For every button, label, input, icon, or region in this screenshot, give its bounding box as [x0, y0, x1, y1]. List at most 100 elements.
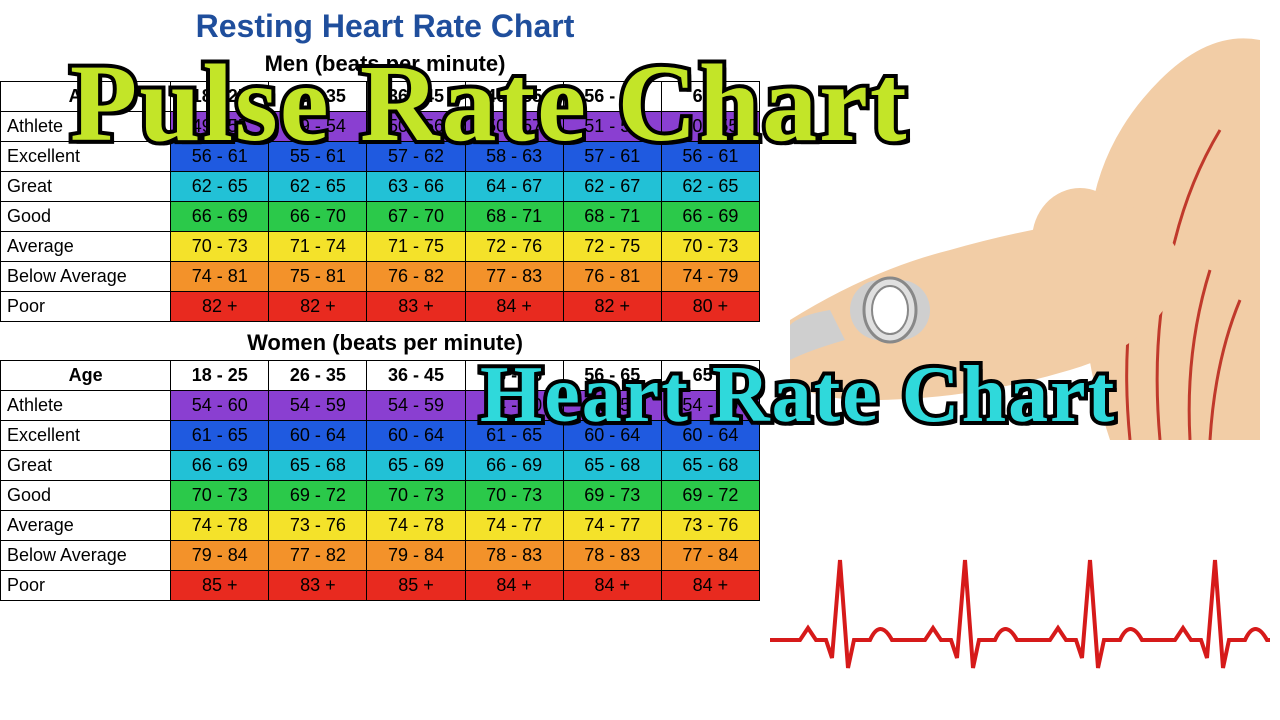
- rate-cell: 84 +: [661, 571, 759, 601]
- table-row: Poor82 +82 +83 +84 +82 +80 +: [1, 292, 760, 322]
- rate-cell: 69 - 72: [269, 481, 367, 511]
- rate-cell: 78 - 83: [563, 541, 661, 571]
- rate-cell: 51 - 56: [563, 112, 661, 142]
- rate-cell: 70 - 73: [171, 232, 269, 262]
- rate-cell: 50 - 56: [367, 112, 465, 142]
- rate-cell: 61 - 65: [171, 421, 269, 451]
- rate-cell: 84 +: [465, 292, 563, 322]
- rate-cell: 79 - 84: [171, 541, 269, 571]
- chart-panel: Resting Heart Rate Chart Men (beats per …: [0, 0, 770, 720]
- rate-cell: 56 - 61: [661, 142, 759, 172]
- rate-cell: 56 - 61: [171, 142, 269, 172]
- rate-cell: 62 - 65: [661, 172, 759, 202]
- rate-cell: 62 - 65: [269, 172, 367, 202]
- rate-cell: 50 - 55: [661, 112, 759, 142]
- table-row: Below Average74 - 8175 - 8176 - 8277 - 8…: [1, 262, 760, 292]
- rate-cell: 82 +: [171, 292, 269, 322]
- row-label: Great: [1, 172, 171, 202]
- rate-cell: 84 +: [465, 571, 563, 601]
- age-column-header: 46 - 55: [465, 82, 563, 112]
- rate-cell: 64 - 67: [465, 172, 563, 202]
- age-column-header: 65 +: [661, 82, 759, 112]
- age-column-header: 18 - 25: [171, 82, 269, 112]
- wrist-pulse-illustration: [790, 20, 1260, 440]
- rate-cell: 66 - 69: [171, 451, 269, 481]
- rate-cell: 74 - 81: [171, 262, 269, 292]
- table-row: Poor85 +83 +85 +84 +84 +84 +: [1, 571, 760, 601]
- women-subtitle: Women (beats per minute): [0, 330, 770, 356]
- row-label: Good: [1, 481, 171, 511]
- row-label: Athlete: [1, 112, 171, 142]
- rate-cell: 70 - 73: [367, 481, 465, 511]
- rate-cell: 58 - 63: [465, 142, 563, 172]
- age-column-header: 56 - 65: [563, 361, 661, 391]
- rate-cell: 76 - 82: [367, 262, 465, 292]
- row-label: Poor: [1, 571, 171, 601]
- rate-cell: 60 - 64: [661, 421, 759, 451]
- rate-cell: 71 - 74: [269, 232, 367, 262]
- rate-cell: 78 - 83: [465, 541, 563, 571]
- rate-cell: 82 +: [269, 292, 367, 322]
- rate-cell: 65 - 68: [563, 451, 661, 481]
- age-header: Age: [1, 82, 171, 112]
- rate-cell: 70 - 73: [661, 232, 759, 262]
- table-row: Athlete49 - 5549 - 5450 - 5650 - 5751 - …: [1, 112, 760, 142]
- table-row: Great66 - 6965 - 6865 - 6966 - 6965 - 68…: [1, 451, 760, 481]
- rate-cell: 65 - 68: [661, 451, 759, 481]
- rate-cell: 77 - 83: [465, 262, 563, 292]
- rate-cell: 60 - 64: [269, 421, 367, 451]
- rate-cell: 67 - 70: [367, 202, 465, 232]
- rate-cell: 60 - 64: [563, 421, 661, 451]
- age-column-header: 26 - 35: [269, 361, 367, 391]
- rate-cell: 83 +: [269, 571, 367, 601]
- rate-cell: 54 - 60: [171, 391, 269, 421]
- rate-cell: 54 - 60: [465, 391, 563, 421]
- rate-cell: 77 - 82: [269, 541, 367, 571]
- men-subtitle: Men (beats per minute): [0, 51, 770, 77]
- rate-cell: 83 +: [367, 292, 465, 322]
- rate-cell: 65 - 69: [367, 451, 465, 481]
- rate-cell: 74 - 78: [171, 511, 269, 541]
- rate-cell: 57 - 61: [563, 142, 661, 172]
- table-row: Average74 - 7873 - 7674 - 7874 - 7774 - …: [1, 511, 760, 541]
- rate-cell: 79 - 84: [367, 541, 465, 571]
- rate-cell: 65 - 68: [269, 451, 367, 481]
- row-label: Average: [1, 232, 171, 262]
- rate-cell: 69 - 73: [563, 481, 661, 511]
- table-row: Excellent56 - 6155 - 6157 - 6258 - 6357 …: [1, 142, 760, 172]
- age-header: Age: [1, 361, 171, 391]
- age-column-header: 65 +: [661, 361, 759, 391]
- rate-cell: 68 - 71: [563, 202, 661, 232]
- table-row: Average70 - 7371 - 7471 - 7572 - 7672 - …: [1, 232, 760, 262]
- rate-cell: 82 +: [563, 292, 661, 322]
- rate-cell: 74 - 77: [563, 511, 661, 541]
- rate-cell: 62 - 67: [563, 172, 661, 202]
- table-row: Below Average79 - 8477 - 8279 - 8478 - 8…: [1, 541, 760, 571]
- rate-cell: 49 - 55: [171, 112, 269, 142]
- rate-cell: 69 - 72: [661, 481, 759, 511]
- rate-cell: 72 - 76: [465, 232, 563, 262]
- rate-cell: 57 - 62: [367, 142, 465, 172]
- rate-cell: 72 - 75: [563, 232, 661, 262]
- rate-cell: 49 - 54: [269, 112, 367, 142]
- rate-cell: 73 - 76: [661, 511, 759, 541]
- rate-cell: 76 - 81: [563, 262, 661, 292]
- rate-cell: 63 - 66: [367, 172, 465, 202]
- age-column-header: 46 - 55: [465, 361, 563, 391]
- rate-cell: 50 - 57: [465, 112, 563, 142]
- rate-cell: 74 - 77: [465, 511, 563, 541]
- age-column-header: 36 - 45: [367, 82, 465, 112]
- row-label: Below Average: [1, 541, 171, 571]
- rate-cell: 55 - 61: [269, 142, 367, 172]
- age-column-header: 56 - 65: [563, 82, 661, 112]
- row-label: Good: [1, 202, 171, 232]
- row-label: Below Average: [1, 262, 171, 292]
- chart-main-title: Resting Heart Rate Chart: [0, 8, 770, 45]
- rate-cell: 54 - 59: [563, 391, 661, 421]
- rate-cell: 71 - 75: [367, 232, 465, 262]
- rate-cell: 74 - 78: [367, 511, 465, 541]
- rate-cell: 66 - 70: [269, 202, 367, 232]
- rate-cell: 80 +: [661, 292, 759, 322]
- women-table: Age18 - 2526 - 3536 - 4546 - 5556 - 6565…: [0, 360, 760, 601]
- table-row: Great62 - 6562 - 6563 - 6664 - 6762 - 67…: [1, 172, 760, 202]
